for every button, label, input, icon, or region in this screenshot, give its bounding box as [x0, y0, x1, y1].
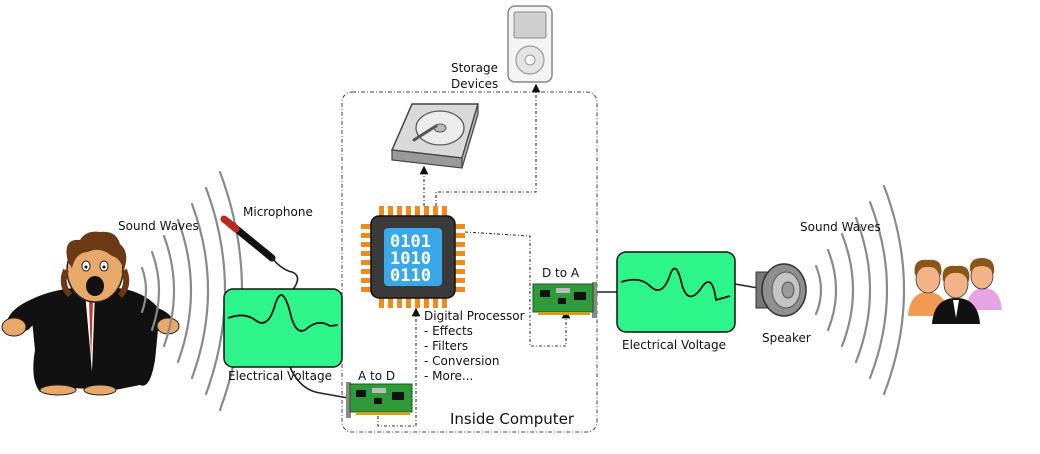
storage-label-line2: Devices [451, 77, 498, 91]
electrical-voltage-right-label: Electrical Voltage [622, 338, 726, 352]
sound-waves-left-label: Sound Waves [118, 219, 199, 233]
a-to-d-card-icon [346, 382, 413, 418]
storage-label-line1: Storage [451, 61, 498, 75]
chip-row-1: 0101 [390, 232, 431, 252]
computer-boundary-box [341, 91, 598, 433]
chip-row-2: 1010 [390, 249, 431, 269]
oscilloscope-right [616, 251, 736, 333]
speaker-icon [755, 263, 807, 317]
processor-to-dac-arrow [464, 231, 571, 347]
oscilloscope-left [223, 288, 343, 368]
d-to-a-label: D to A [542, 266, 580, 280]
digital-processor-label: Digital Processor [424, 309, 525, 323]
adc-to-processor-arrow [377, 307, 421, 427]
d-to-a-card-icon [532, 282, 597, 318]
scope-to-adc-wire [289, 366, 349, 399]
electrical-voltage-left-label: Electrical Voltage [228, 369, 332, 383]
portable-player-icon [507, 5, 553, 83]
processor-item-filters: - Filters [424, 339, 468, 353]
singer-icon [1, 231, 180, 396]
processor-to-storage-arrow [435, 83, 541, 206]
processor-item-effects: - Effects [424, 324, 473, 338]
processor-item-more: - More... [424, 369, 473, 383]
microphone-label: Microphone [243, 205, 313, 219]
sound-waves-right [814, 184, 906, 396]
processor-chip-icon: 0101 1010 0110 [361, 206, 465, 308]
audience-icon [908, 258, 1002, 324]
inside-computer-label: Inside Computer [450, 410, 575, 428]
scope-to-speaker-wire [734, 283, 759, 289]
a-to-d-label: A to D [358, 369, 395, 383]
processor-item-conversion: - Conversion [424, 354, 499, 368]
speaker-label: Speaker [762, 331, 811, 345]
hard-drive-icon [390, 103, 480, 169]
chip-row-3: 0110 [390, 266, 431, 286]
sound-waves-right-label: Sound Waves [800, 220, 881, 234]
